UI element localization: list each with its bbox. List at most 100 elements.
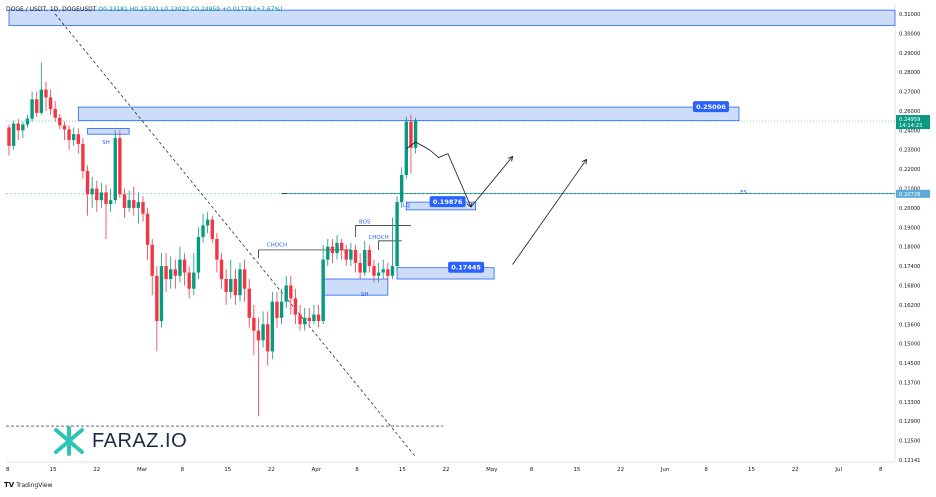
choch-line: [258, 249, 351, 259]
candle: [358, 253, 362, 280]
candle: [266, 311, 270, 366]
candle: [118, 130, 122, 199]
candle: [62, 121, 67, 141]
candle: [136, 192, 141, 224]
candle: [335, 235, 339, 260]
candle: [90, 176, 94, 208]
annotation-label: CHOCH: [368, 235, 388, 241]
candle: [164, 253, 168, 292]
candle: [132, 186, 136, 216]
candle-body: [381, 269, 385, 273]
candle-body: [335, 242, 339, 254]
time-tick-label: Mar: [137, 467, 148, 473]
candle-body: [150, 244, 154, 276]
annotation-label: SH: [102, 140, 110, 146]
time-tick-label: Jul: [834, 467, 842, 473]
zone-box: [396, 267, 495, 280]
candle-body: [104, 192, 108, 205]
candle-body: [25, 118, 30, 125]
candle: [76, 128, 80, 154]
annotation-label: LQ: [403, 203, 411, 209]
candle-body: [316, 314, 321, 322]
zone-label-badge: [429, 196, 466, 208]
zone-box: [77, 106, 740, 122]
candle-body: [330, 246, 335, 254]
candle: [81, 138, 85, 179]
candle-body: [67, 129, 71, 141]
candle: [21, 121, 25, 139]
price-tick-label: 0.22000: [899, 167, 920, 173]
candle: [16, 118, 20, 141]
zone-label-text: 0.19876: [433, 198, 463, 206]
time-tick-label: Apr: [312, 467, 322, 473]
price-tick-label: 0.23000: [899, 148, 920, 154]
annotation-label: ES: [740, 190, 747, 196]
candle-body: [270, 301, 275, 352]
price-tick-label: 0.30000: [899, 31, 920, 37]
time-tick-label: 15: [50, 467, 57, 473]
annotation-label: BOS: [359, 219, 371, 225]
candle: [238, 262, 242, 302]
time-tick-label: 22: [93, 467, 100, 473]
price-tick-label: 0.16200: [899, 303, 920, 309]
candle: [376, 262, 381, 283]
candle-body: [261, 324, 265, 341]
candle: [312, 304, 316, 325]
candle-body: [99, 192, 104, 201]
candle-body: [400, 174, 404, 203]
candle-body: [159, 266, 164, 322]
candle: [363, 240, 367, 276]
candle: [48, 89, 53, 115]
candle: [122, 188, 127, 218]
candle-body: [284, 285, 288, 302]
candle: [326, 238, 330, 267]
tradingview-footer[interactable]: TV TradingView: [4, 481, 52, 489]
candle: [289, 275, 293, 315]
candle: [141, 196, 145, 222]
candle-body: [173, 269, 178, 276]
price-tick-label: 0.29000: [899, 51, 920, 57]
candle-body: [48, 97, 53, 110]
candle-body: [11, 123, 16, 146]
time-tick-label: 15: [224, 467, 231, 473]
candle-body: [76, 134, 80, 144]
candle-body: [85, 171, 90, 195]
candle: [173, 259, 178, 289]
candle-body: [298, 314, 302, 325]
candle: [7, 124, 11, 156]
candle-body: [395, 202, 399, 267]
candle: [284, 275, 288, 309]
candle: [413, 117, 418, 154]
candle: [372, 259, 376, 283]
candle-body: [339, 242, 344, 250]
candle-body: [252, 317, 256, 331]
candle: [302, 308, 307, 331]
candle-body: [136, 202, 141, 208]
candle: [145, 207, 150, 260]
candle-body: [113, 138, 117, 201]
price-tick-label: 0.27000: [899, 90, 920, 96]
candle: [400, 167, 404, 208]
candle: [192, 253, 196, 296]
time-tick-label: 15: [748, 467, 755, 473]
zone-box: [322, 278, 389, 296]
time-tick-label: 8: [530, 467, 534, 473]
candle: [390, 217, 395, 280]
candle: [201, 213, 205, 243]
time-tick-label: 8: [879, 467, 883, 473]
time-tick-label: 8: [355, 467, 359, 473]
candle-body: [242, 269, 247, 289]
candle-body: [44, 89, 48, 98]
candle: [275, 291, 279, 328]
candle: [330, 238, 335, 263]
candle: [270, 291, 275, 360]
candle-body: [187, 272, 191, 289]
price-tick-label: 0.12141: [899, 458, 920, 464]
candle-body: [363, 249, 367, 273]
candle: [229, 259, 233, 299]
candle: [224, 269, 228, 305]
time-tick-label: 22: [792, 467, 799, 473]
candle: [113, 130, 117, 205]
zone-box: [87, 128, 130, 135]
candle: [30, 91, 34, 122]
